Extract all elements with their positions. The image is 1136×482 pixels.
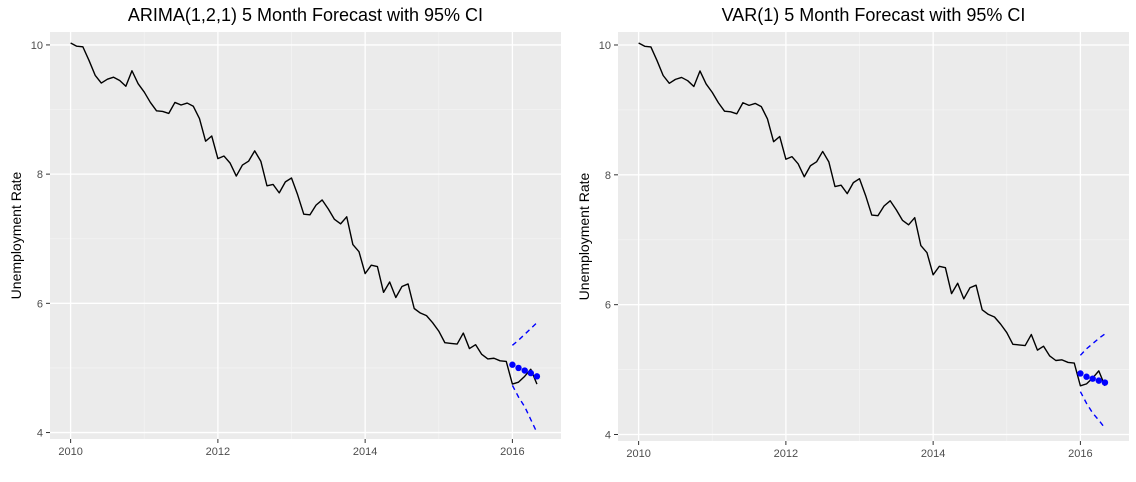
forecast-point: [1089, 375, 1096, 382]
y-axis-label: Unemployment Rate: [576, 172, 592, 300]
forecast-point: [533, 373, 541, 380]
ci-upper-line: [511, 322, 538, 346]
x-tick-label: 2012: [206, 446, 230, 458]
forecast-point: [1077, 370, 1084, 377]
panel-background: [50, 32, 561, 439]
y-tick-label: 4: [37, 428, 43, 440]
y-tick-label: 8: [37, 169, 43, 181]
panel-background: [618, 32, 1129, 441]
x-tick-label: 2010: [626, 448, 650, 460]
x-tick-label: 2010: [58, 446, 82, 458]
x-tick-label: 2014: [353, 446, 377, 458]
forecast-point: [521, 367, 528, 374]
forecast-point: [515, 364, 522, 372]
y-tick-label: 10: [31, 40, 43, 52]
forecast-point: [509, 361, 516, 368]
arima-chart: 2010 2012 2014 2016 4 6 8 10 ARIMA(1,2,1) 5 Mont…: [8, 5, 561, 458]
forecast-point: [1083, 373, 1090, 380]
x-tick-label: 2016: [500, 446, 524, 458]
y-axis-label: Unemployment Rate: [8, 171, 24, 299]
var-chart: 2010 2012 2014 2016 4 6 8 10 VAR(1) 5 Month Fore…: [576, 5, 1129, 460]
x-tick-label: 2016: [1068, 448, 1092, 460]
chart-title: VAR(1) 5 Month Forecast with 95% CI: [722, 5, 1026, 25]
x-tick-label: 2014: [921, 448, 945, 460]
x-tick-label: 2012: [774, 448, 798, 460]
chart-title: ARIMA(1,2,1) 5 Month Forecast with 95% C…: [128, 5, 483, 25]
y-tick-label: 4: [605, 430, 611, 442]
ci-lower-line: [1079, 391, 1106, 429]
forecast-point: [1101, 379, 1109, 386]
forecast-point: [527, 369, 535, 377]
observed-series-line: [638, 42, 1106, 387]
y-tick-label: 6: [605, 300, 611, 312]
observed-series-line: [70, 42, 538, 385]
y-tick-label: 8: [605, 170, 611, 182]
ci-upper-line: [1079, 333, 1106, 356]
y-tick-label: 6: [37, 298, 43, 310]
y-tick-label: 10: [599, 40, 611, 52]
forecast-point: [1095, 377, 1103, 384]
